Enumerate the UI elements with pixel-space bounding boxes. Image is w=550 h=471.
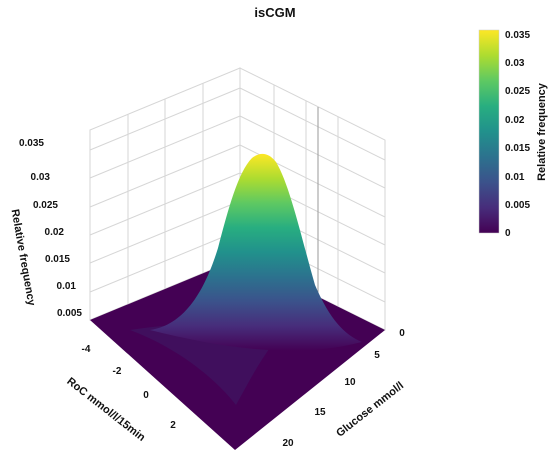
z-tick-label: 0.005	[57, 308, 82, 319]
x-tick-label: 0	[143, 390, 149, 401]
colorbar-tick-label: 0.015	[505, 143, 530, 154]
y-tick-label: 5	[374, 350, 380, 361]
colorbar-gradient	[478, 29, 500, 234]
colorbar-tick-label: 0.03	[505, 58, 525, 69]
x-axis-title: RoC mmol/l/15min	[64, 375, 147, 444]
z-tick-label: 0.015	[45, 254, 70, 265]
z-tick-label: 0.03	[31, 172, 51, 183]
z-axis-title: Relative frequency	[9, 208, 38, 307]
y-tick-label: 10	[344, 377, 356, 388]
colorbar: 0 0.005 0.01 0.015 0.02 0.025 0.03 0.035…	[478, 29, 548, 239]
x-tick-label: -4	[82, 344, 91, 355]
y-tick-label: 15	[314, 407, 326, 418]
colorbar-tick-label: 0.035	[505, 30, 530, 41]
colorbar-tick-label: 0	[505, 228, 511, 239]
x-axis-ticks: -4 -2 0 2	[82, 344, 177, 431]
z-tick-label: 0.01	[57, 281, 77, 292]
y-axis-title: Glucose mmol/l	[334, 380, 406, 440]
z-tick-label: 0.02	[45, 227, 65, 238]
colorbar-tick-label: 0.005	[505, 200, 530, 211]
z-axis-ticks: 0.005 0.01 0.015 0.02 0.025 0.03 0.035	[19, 138, 82, 319]
back-left-wall-grid	[89, 67, 241, 321]
colorbar-tick-label: 0.02	[505, 115, 525, 126]
y-axis-ticks: 0 5 10 15 20	[282, 328, 405, 449]
colorbar-title: Relative frequency	[536, 82, 548, 181]
y-tick-label: 0	[399, 328, 405, 339]
x-tick-label: 2	[170, 420, 176, 431]
surface	[90, 153, 385, 450]
colorbar-tick-label: 0.01	[505, 172, 525, 183]
z-tick-label: 0.025	[33, 200, 58, 211]
y-tick-label: 20	[282, 438, 294, 449]
colorbar-tick-label: 0.025	[505, 86, 530, 97]
chart-title: isCGM	[254, 5, 295, 20]
z-tick-label: 0.035	[19, 138, 44, 149]
surface-peak	[150, 153, 362, 351]
x-tick-label: -2	[113, 366, 122, 377]
